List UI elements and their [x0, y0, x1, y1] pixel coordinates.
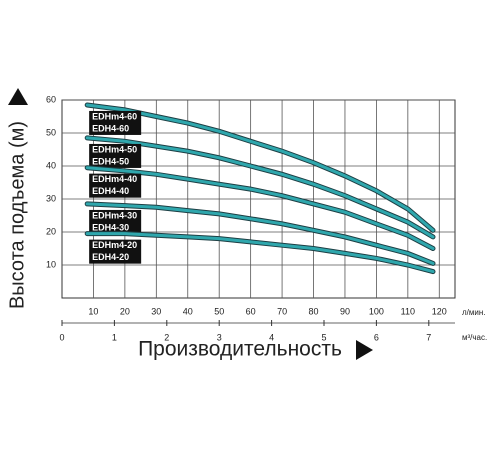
x-tick-label: 90	[340, 306, 350, 316]
x-tick-label: 40	[183, 306, 193, 316]
label-box	[89, 209, 142, 234]
y-tick-label: 50	[46, 127, 56, 137]
label-box	[89, 173, 142, 198]
x2-tick-label: 4	[269, 332, 274, 342]
curve-label: EDHm4-40	[92, 174, 137, 184]
curve	[85, 136, 435, 239]
y-tick-label: 30	[46, 193, 56, 203]
x2-tick-label: 2	[164, 332, 169, 342]
y-axis-title: Высота подъема (м)	[6, 121, 28, 309]
y-tick-label: 10	[46, 259, 56, 269]
label-box	[89, 239, 142, 264]
x-tick-label: 80	[309, 306, 319, 316]
x-tick-label: 60	[246, 306, 256, 316]
x-tick-label: 20	[120, 306, 130, 316]
curve	[85, 166, 435, 250]
label-box	[89, 143, 142, 168]
curve	[85, 232, 435, 274]
y-tick-label: 60	[46, 94, 56, 104]
curve-label: EDH4-60	[92, 123, 129, 133]
curve	[85, 103, 435, 232]
curve	[85, 202, 435, 265]
x-tick-label: 30	[151, 306, 161, 316]
x-tick-label: 70	[277, 306, 287, 316]
curve-label: EDH4-30	[92, 222, 129, 232]
curve-label: EDHm4-30	[92, 210, 137, 220]
curve-label: EDH4-40	[92, 186, 129, 196]
label-box	[89, 110, 142, 135]
x-tick-label: 120	[432, 306, 447, 316]
curve-label: EDHm4-20	[92, 240, 137, 250]
x-tick-label: 110	[401, 306, 415, 316]
x2-tick-label: 3	[217, 332, 222, 342]
curve-label: EDHm4-60	[92, 111, 137, 121]
x-axis-title: Производительность	[138, 338, 342, 361]
curve-label: EDH4-20	[92, 252, 129, 262]
x-tick-label: 50	[214, 306, 224, 316]
curve-label: EDHm4-50	[92, 144, 137, 154]
x2-unit: м³/час.	[462, 333, 487, 342]
x-arrow	[356, 340, 373, 360]
x2-tick-label: 7	[426, 332, 431, 342]
x-tick-label: 100	[369, 306, 384, 316]
y-arrow	[8, 88, 28, 105]
x2-tick-label: 5	[321, 332, 326, 342]
x2-tick-label: 1	[112, 332, 117, 342]
x-tick-label: 10	[88, 306, 98, 316]
x-unit: л/мин.	[462, 308, 486, 317]
x2-tick-label: 6	[374, 332, 379, 342]
y-tick-label: 20	[46, 226, 56, 236]
y-tick-label: 40	[46, 160, 56, 170]
x2-tick-label: 0	[59, 332, 64, 342]
curve-label: EDH4-50	[92, 156, 129, 166]
